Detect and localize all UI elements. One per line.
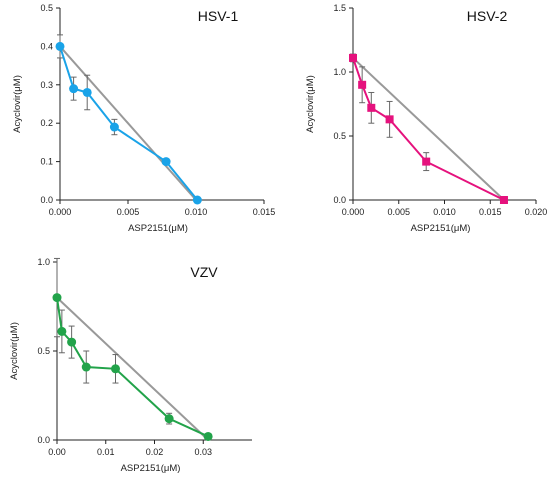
chart-title: HSV-2 bbox=[467, 8, 508, 24]
data-point bbox=[69, 84, 79, 94]
additivity-line bbox=[59, 45, 197, 201]
y-tick-label: 1.0 bbox=[333, 67, 346, 77]
data-point bbox=[422, 157, 431, 166]
data-point bbox=[81, 362, 91, 372]
y-axis-label: Acyclovir(μM) bbox=[9, 322, 20, 380]
chart-0: 0.0 0.1 0.2 0.3 0.4 0.5 0.000 0.005 0.010 0.015 AS… bbox=[12, 3, 275, 234]
x-axis-label: ASP2151(μM) bbox=[121, 463, 181, 474]
data-point bbox=[164, 414, 174, 424]
x-axis-label: ASP2151(μM) bbox=[128, 223, 188, 234]
y-tick-label: 0.5 bbox=[40, 3, 53, 13]
y-tick-label: 0.0 bbox=[37, 435, 50, 445]
data-point bbox=[111, 364, 120, 374]
y-tick-label: 0.5 bbox=[333, 131, 346, 141]
chart-2: 0.0 0.5 1.0 0.00 0.01 0.02 0.03 ASP2151(μM) Acyc… bbox=[9, 257, 252, 474]
x-tick-label: 0.00 bbox=[48, 447, 66, 457]
additivity-line bbox=[352, 57, 505, 201]
y-axis-label: Acyclovir(μM) bbox=[305, 75, 316, 133]
data-point bbox=[385, 115, 394, 124]
x-tick-label: 0.010 bbox=[185, 207, 208, 217]
x-tick-label: 0.015 bbox=[253, 207, 276, 217]
data-point bbox=[161, 157, 171, 167]
data-point bbox=[358, 80, 367, 89]
series-line bbox=[352, 57, 505, 201]
data-point bbox=[57, 326, 67, 336]
y-tick-label: 1.0 bbox=[37, 257, 50, 267]
data-point bbox=[349, 53, 357, 62]
x-tick-label: 0.020 bbox=[525, 207, 548, 217]
chart-1: 0.0 0.5 1.0 1.5 0.000 0.005 0.010 0.015 0.020 ASP… bbox=[305, 3, 547, 234]
y-tick-label: 0.0 bbox=[40, 195, 53, 205]
data-point bbox=[203, 431, 213, 441]
data-point bbox=[109, 122, 119, 132]
x-tick-label: 0.000 bbox=[49, 207, 72, 217]
y-axis-label: Acyclovir(μM) bbox=[12, 75, 23, 133]
x-tick-label: 0.03 bbox=[194, 447, 212, 457]
y-tick-label: 0.1 bbox=[40, 157, 53, 167]
data-point bbox=[499, 196, 508, 204]
y-tick-label: 0.3 bbox=[40, 80, 53, 90]
chart-title: VZV bbox=[190, 264, 218, 280]
additivity-line bbox=[56, 296, 209, 441]
data-point bbox=[52, 293, 62, 303]
x-tick-label: 0.005 bbox=[387, 207, 410, 217]
y-tick-label: 1.5 bbox=[333, 3, 346, 13]
x-tick-label: 0.000 bbox=[342, 207, 365, 217]
x-tick-label: 0.02 bbox=[146, 447, 164, 457]
data-point bbox=[67, 337, 77, 347]
data-point bbox=[367, 103, 376, 112]
y-tick-label: 0.0 bbox=[333, 195, 346, 205]
data-point bbox=[82, 87, 92, 97]
x-tick-label: 0.01 bbox=[97, 447, 115, 457]
chart-title: HSV-1 bbox=[198, 8, 239, 24]
data-point bbox=[55, 41, 65, 51]
data-point bbox=[192, 195, 202, 205]
y-tick-label: 0.4 bbox=[40, 41, 53, 51]
y-tick-label: 0.2 bbox=[40, 118, 53, 128]
x-tick-label: 0.010 bbox=[433, 207, 456, 217]
x-axis-label: ASP2151(μM) bbox=[411, 223, 471, 234]
x-tick-label: 0.015 bbox=[479, 207, 502, 217]
series-line bbox=[59, 46, 199, 201]
y-tick-label: 0.5 bbox=[37, 346, 50, 356]
x-tick-label: 0.005 bbox=[117, 207, 140, 217]
